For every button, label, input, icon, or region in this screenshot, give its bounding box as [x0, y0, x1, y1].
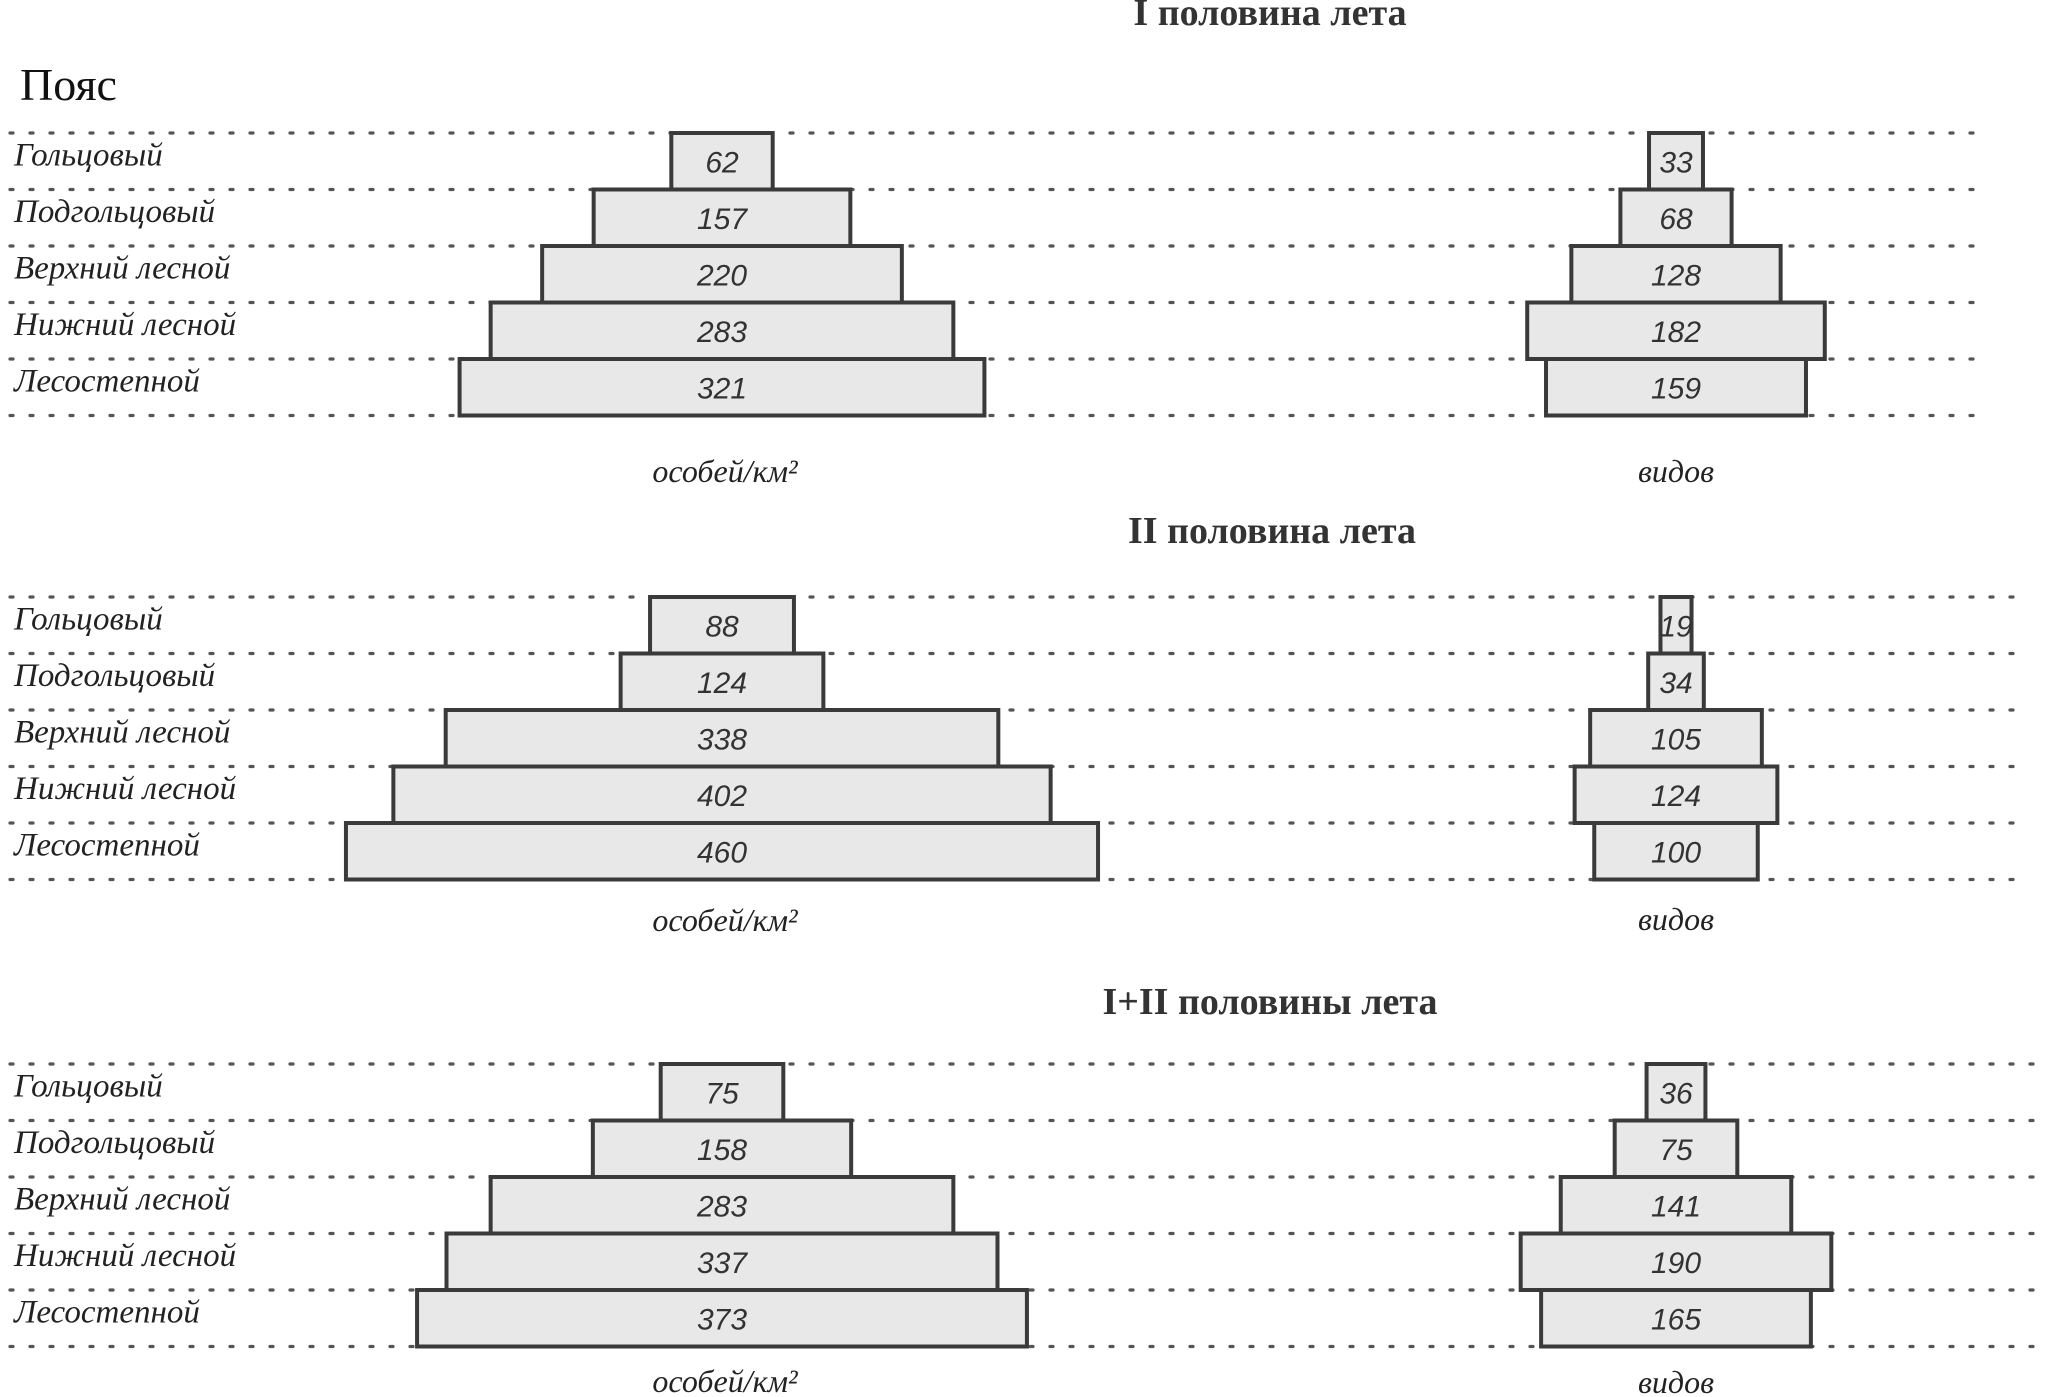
species-bar-value: 124	[1651, 780, 1701, 813]
unit-label-individuals: особей/км²	[652, 1363, 799, 1397]
species-bar-value: 19	[1659, 610, 1693, 643]
unit-label-individuals: особей/км²	[652, 453, 799, 489]
individuals-bar	[391, 764, 1053, 825]
belt-label: Нижний лесной	[13, 771, 237, 807]
individuals-bar-value: 321	[697, 372, 747, 405]
species-bar	[1647, 131, 1705, 192]
individuals-pyramid: 88 124 338 402 460	[343, 595, 1101, 882]
belt-label: Нижний лесной	[13, 1238, 237, 1274]
species-bar-value: 182	[1651, 316, 1701, 349]
individuals-bar	[488, 1175, 956, 1236]
unit-label-individuals: особей/км²	[652, 902, 799, 938]
belt-label: Верхний лесной	[14, 714, 231, 750]
individuals-bar-value: 283	[696, 1190, 747, 1223]
belt-label: Гольцовый	[13, 601, 163, 637]
individuals-bar-value: 220	[696, 259, 747, 292]
species-bar-value: 36	[1659, 1077, 1693, 1110]
species-bar	[1539, 1288, 1813, 1349]
species-bar	[1612, 1118, 1740, 1179]
species-pyramid: 36 75 141 190 165	[1518, 1062, 1834, 1349]
panel-title: I+II половины лета	[1102, 981, 1437, 1023]
panel-first-half-summer: I половина лета Гольцовый Подгольцовый Вер…	[8, 0, 1992, 489]
belt-label: Лесостепной	[13, 363, 200, 399]
belt-labels: Гольцовый Подгольцовый Верхний лесной Нижни…	[13, 1068, 237, 1330]
belt-labels: Гольцовый Подгольцовый Верхний лесной Нижни…	[13, 601, 237, 863]
individuals-bar-value: 62	[705, 146, 739, 179]
species-bar	[1646, 651, 1706, 712]
individuals-bar-value: 402	[697, 780, 747, 813]
species-bar-value: 165	[1651, 1303, 1701, 1336]
panel-second-half-summer: II половина лета Гольцовый Подгольцовый Ве…	[8, 510, 2027, 938]
individuals-bar-value: 373	[697, 1303, 747, 1336]
belt-label: Подгольцовый	[13, 194, 216, 230]
unit-label-species: видов	[1638, 453, 1714, 489]
species-bar-value: 105	[1651, 723, 1701, 756]
species-bar-value: 128	[1651, 259, 1701, 292]
species-pyramid: 19 34 105 124 100	[1572, 595, 1780, 882]
belt-label: Верхний лесной	[14, 250, 231, 286]
belt-label: Подгольцовый	[13, 1125, 216, 1161]
panel-both-halves-summer: I+II половины лета Гольцовый Подгольцовый…	[8, 981, 2052, 1397]
belt-column-header: Пояс	[20, 59, 117, 110]
individuals-bar	[457, 357, 987, 418]
individuals-bar-value: 460	[697, 836, 747, 869]
species-bar-value: 33	[1659, 146, 1693, 179]
unit-label-species: видов	[1638, 901, 1714, 937]
unit-label-species: видов	[1638, 1364, 1714, 1397]
individuals-bar	[343, 821, 1101, 882]
panel-title: II половина лета	[1128, 510, 1416, 552]
belt-label: Нижний лесной	[13, 307, 237, 343]
belt-label: Гольцовый	[13, 137, 163, 173]
individuals-pyramid: 62 157 220 283 321	[457, 131, 987, 418]
species-bar	[1569, 244, 1783, 305]
belt-label: Верхний лесной	[14, 1181, 231, 1217]
individuals-pyramid: 75 158 283 337 373	[415, 1062, 1029, 1349]
belt-labels: Гольцовый Подгольцовый Верхний лесной Нижни…	[13, 137, 237, 399]
belt-label: Лесостепной	[13, 827, 200, 863]
species-bar-value: 68	[1659, 203, 1693, 236]
species-bar-value: 34	[1659, 667, 1692, 700]
species-bar	[1518, 1231, 1834, 1292]
species-bar	[1588, 708, 1764, 769]
species-bar-value: 100	[1651, 836, 1701, 869]
species-bar-value: 141	[1651, 1190, 1701, 1223]
individuals-bar-value: 158	[697, 1134, 747, 1167]
individuals-bar-value: 88	[705, 610, 739, 643]
individuals-bar	[488, 300, 956, 361]
species-pyramid: 33 68 128 182 159	[1525, 131, 1827, 418]
individuals-bar-value: 338	[697, 723, 747, 756]
species-bar	[1544, 357, 1808, 418]
individuals-bar	[658, 1062, 786, 1123]
species-bar	[1592, 821, 1760, 882]
individuals-bar-value: 124	[697, 667, 747, 700]
belt-label: Гольцовый	[13, 1068, 163, 1104]
individuals-bar	[415, 1288, 1029, 1349]
species-bar-value: 75	[1659, 1134, 1693, 1167]
individuals-bar-value: 157	[697, 203, 748, 236]
individuals-bar-value: 337	[697, 1247, 748, 1280]
individuals-bar-value: 283	[696, 316, 747, 349]
belt-label: Подгольцовый	[13, 658, 216, 694]
belt-label: Лесостепной	[13, 1294, 200, 1330]
species-bar-value: 159	[1651, 372, 1701, 405]
panel-title: I половина лета	[1133, 0, 1406, 34]
individuals-bar-value: 75	[705, 1077, 739, 1110]
species-bar	[1644, 1062, 1708, 1123]
species-bar-value: 190	[1651, 1247, 1701, 1280]
